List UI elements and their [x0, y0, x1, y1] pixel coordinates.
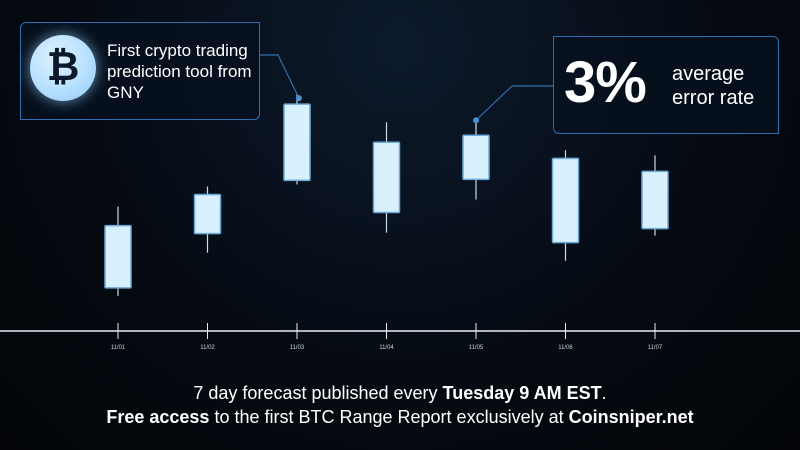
candle [641, 155, 669, 236]
x-tick-label: 11/01 [111, 345, 126, 351]
connector-line-left [260, 54, 300, 99]
candles-layer [104, 94, 669, 296]
x-tick-label: 11/04 [379, 345, 394, 351]
candle-body [551, 157, 580, 244]
x-tick-label: 11/03 [290, 345, 305, 351]
prediction-tool-text: First crypto trading prediction tool fro… [107, 41, 252, 102]
candle [372, 122, 401, 233]
candle-body [372, 141, 401, 214]
candle [283, 94, 311, 185]
x-tick-label: 11/05 [469, 345, 484, 351]
x-axis: 11/01 11/02 11/03 11/04 11/05 11/06 11/07 [0, 323, 800, 351]
error-rate-value: 3% [564, 50, 647, 115]
candle-body [104, 224, 132, 289]
footer-line-1: 7 day forecast published every Tuesday 9… [0, 383, 800, 404]
x-tick-label: 11/07 [648, 345, 663, 351]
prediction-tool-callout: ₿ First crypto trading prediction tool f… [20, 22, 260, 120]
candle [462, 120, 490, 200]
error-rate-text: average error rate [672, 63, 755, 109]
candle-body [283, 103, 311, 182]
connector-dot-right [473, 117, 479, 124]
footer-line1-pre: 7 day forecast published every [193, 383, 443, 403]
connector-dot-left [296, 95, 302, 102]
footer-line-2: Free access to the first BTC Range Repor… [0, 407, 800, 428]
candle [551, 150, 580, 261]
candle-body [462, 134, 490, 181]
connector-line-right [475, 85, 553, 121]
bitcoin-glyph: ₿ [46, 44, 80, 90]
footer-line1-post: . [601, 383, 607, 403]
error-rate-callout: 3% average error rate [553, 36, 779, 134]
x-tick-label: 11/06 [558, 345, 573, 351]
footer-line2-mid: to the first BTC Range Report exclusivel… [209, 407, 569, 427]
footer-free-access: Free access [106, 407, 210, 427]
x-tick-label: 11/02 [200, 345, 215, 351]
candle [104, 206, 132, 296]
bitcoin-icon: ₿ [30, 35, 96, 101]
candle-body [641, 170, 669, 230]
footer-line1-bold: Tuesday 9 AM EST [442, 383, 602, 403]
callout-connectors [260, 54, 553, 124]
footer-site-link[interactable]: Coinsniper.net [568, 407, 694, 427]
candle [193, 186, 222, 253]
candle-body [193, 193, 222, 235]
